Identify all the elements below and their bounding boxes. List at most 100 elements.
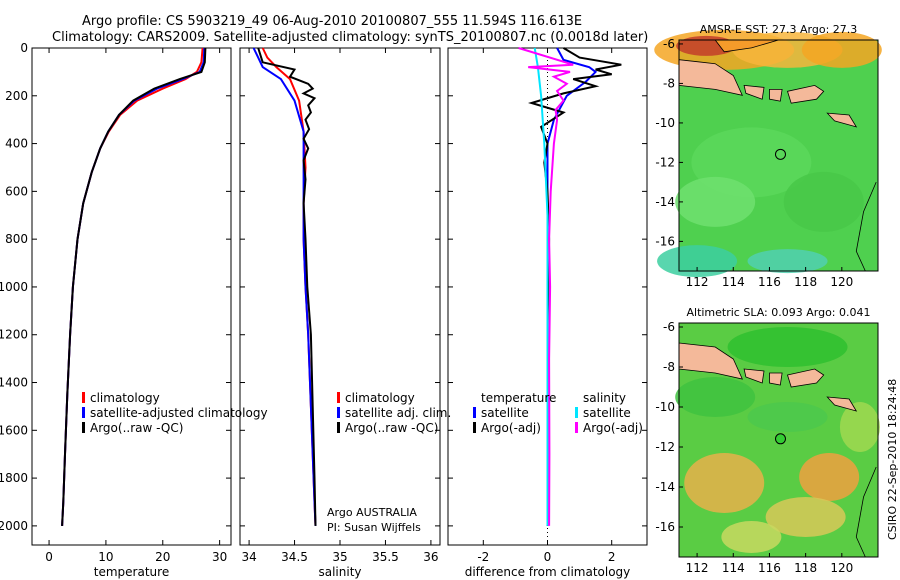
x-tick-label: 114 [722, 275, 745, 289]
map-field-patch [657, 245, 738, 278]
legend-satellite-label: satellite-adjusted climatology [90, 406, 268, 420]
x-tick-label: 112 [686, 561, 709, 575]
y-tick-label: 1000 [0, 280, 28, 294]
map-coastline [855, 181, 877, 272]
series-line-black [257, 47, 317, 526]
y-tick-label: -12 [655, 440, 675, 454]
figure-title-line1: Argo profile: CS 5903219_49 06-Aug-2010 … [82, 14, 583, 29]
legend-satellite-swatch [82, 407, 85, 418]
y-tick-label: -16 [655, 234, 675, 248]
y-tick-label: 1600 [0, 423, 28, 437]
map-land-island [786, 84, 825, 104]
map-field-patch [684, 453, 765, 513]
legend-satellite-label: satellite adj. clim. [345, 406, 451, 420]
map-field-patch [765, 497, 846, 537]
legend-temp-argo-swatch [473, 422, 476, 433]
map-land-island [769, 372, 783, 386]
map-field-patch [727, 327, 848, 367]
x-tick-label: 35 [332, 550, 347, 564]
map-field-patch [799, 453, 860, 501]
x-tick-label: 0 [45, 550, 53, 564]
map-4-frame [678, 322, 879, 558]
x-tick-label: 114 [722, 561, 745, 575]
x-tick-label: 120 [830, 275, 853, 289]
y-tick-label: 400 [5, 137, 28, 151]
y-tick-label: 1200 [0, 328, 28, 342]
x-tick-label: 118 [794, 561, 817, 575]
panel-2-frame [239, 47, 441, 546]
panel-1-frame [31, 47, 232, 546]
x-tick-label: 116 [758, 275, 781, 289]
y-tick-label: -12 [655, 155, 675, 169]
x-tick-label: -2 [477, 550, 489, 564]
series-line-black [61, 47, 207, 526]
map-land-island [743, 368, 765, 384]
y-tick-label: -16 [655, 520, 675, 534]
legend-sal-satellite-swatch [575, 407, 578, 418]
x-tick-label: 34 [241, 550, 256, 564]
y-tick-label: -14 [655, 195, 675, 209]
y-tick-label: -10 [655, 400, 675, 414]
y-tick-label: -6 [663, 37, 675, 51]
legend-temp-satellite-label: satellite [481, 406, 529, 420]
y-tick-label: 1400 [0, 376, 28, 390]
x-tick-label: 2 [608, 550, 616, 564]
annotation-line1: Argo AUSTRALIA [327, 506, 417, 519]
x-tick-label: 34.5 [281, 550, 308, 564]
map-land-island [786, 368, 825, 388]
map-land-island [678, 342, 743, 380]
y-tick-label: 2000 [0, 519, 28, 533]
map-field-patch [839, 402, 880, 452]
y-tick-label: 1800 [0, 471, 28, 485]
legend-sal-satellite-label: satellite [583, 406, 631, 420]
y-tick-label: 800 [5, 232, 28, 246]
legend-climatology-swatch [337, 392, 340, 403]
y-tick-label: -14 [655, 480, 675, 494]
legend-temperature-heading: temperature [481, 391, 556, 405]
legend-argo-swatch [337, 422, 340, 433]
legend-climatology-swatch [82, 392, 85, 403]
map-field-patch [747, 249, 828, 274]
map-3-frame [678, 39, 879, 272]
map-land-island [678, 59, 743, 96]
map-title: AMSR-E SST: 27.3 Argo: 27.3 [700, 23, 858, 36]
y-tick-label: -10 [655, 116, 675, 130]
x-tick-label: 35.5 [372, 550, 399, 564]
x-axis-label: temperature [94, 565, 169, 579]
legend-temp-argo-label: Argo(-adj) [481, 421, 541, 435]
x-tick-label: 20 [155, 550, 170, 564]
x-tick-label: 10 [98, 550, 113, 564]
legend-sal-argo-label: Argo(-adj) [583, 421, 643, 435]
map-coastline [855, 466, 877, 558]
x-tick-label: 0 [544, 550, 552, 564]
figure-title-line2: Climatology: CARS2009. Satellite-adjuste… [52, 30, 649, 45]
map-land-island [743, 84, 765, 100]
legend-climatology-label: climatology [345, 391, 415, 405]
map-field-patch [675, 176, 756, 227]
y-tick-label: 0 [20, 41, 28, 55]
legend-argo-label: Argo(..raw -QC) [345, 421, 438, 435]
y-tick-label: -8 [663, 360, 675, 374]
y-tick-label: -6 [663, 320, 675, 334]
annotation-line2: PI: Susan Wijffels [327, 521, 421, 534]
y-tick-label: 600 [5, 184, 28, 198]
argo-location-marker [774, 148, 786, 160]
argo-location-marker [774, 433, 786, 445]
series-line-magenta [518, 47, 574, 526]
x-tick-label: 112 [686, 275, 709, 289]
legend-satellite-swatch [337, 407, 340, 418]
x-tick-label: 120 [830, 561, 853, 575]
map-land-island [826, 112, 858, 128]
legend-salinity-heading: salinity [583, 391, 626, 405]
y-tick-label: -8 [663, 76, 675, 90]
x-tick-label: 30 [212, 550, 227, 564]
legend-sal-argo-swatch [575, 422, 578, 433]
map-field-patch [721, 521, 782, 553]
map-field-patch [783, 171, 864, 232]
legend-argo-swatch [82, 422, 85, 433]
map-field-patch [675, 377, 756, 417]
map-land-island [826, 396, 858, 412]
x-axis-label: difference from climatology [465, 565, 631, 579]
x-tick-label: 118 [794, 275, 817, 289]
